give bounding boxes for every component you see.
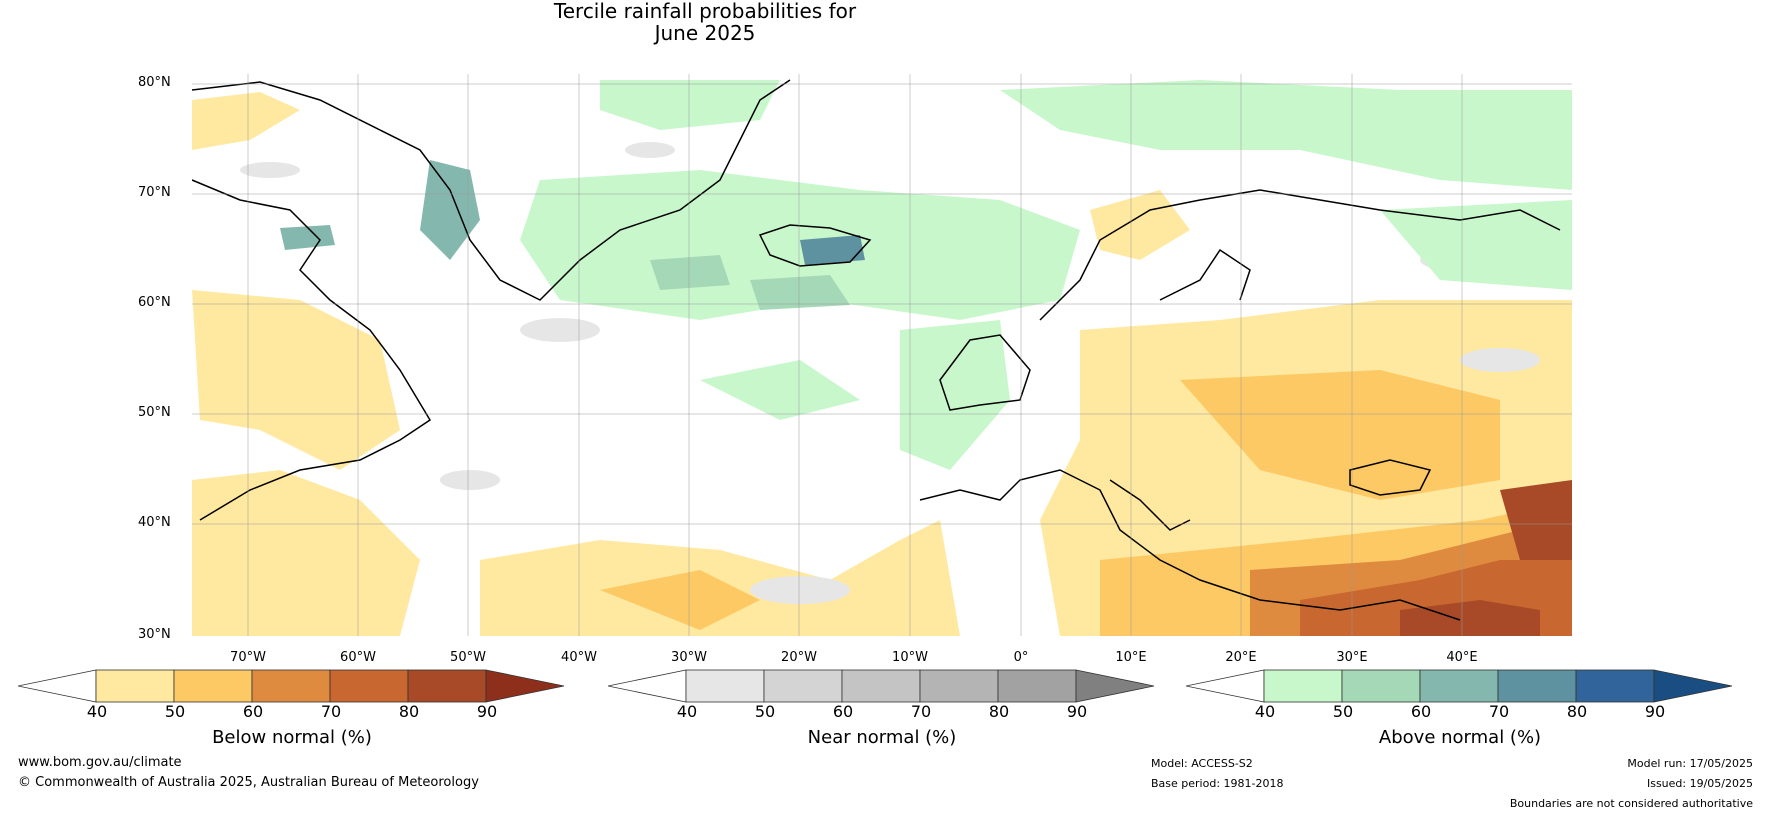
map-title-line2: June 2025 xyxy=(654,21,756,45)
colorbar-segment xyxy=(997,669,1077,703)
lon-label-30e: 30°E xyxy=(1336,650,1368,665)
colorbar-segment xyxy=(407,669,487,703)
lon-label-40w: 40°W xyxy=(561,650,597,665)
below-tick: 60 xyxy=(242,702,264,721)
above-tick: 40 xyxy=(1254,702,1276,721)
coastlines xyxy=(192,79,1561,621)
near-tick: 50 xyxy=(754,702,776,721)
near-tick: 90 xyxy=(1066,702,1088,721)
lon-label-40e: 40°E xyxy=(1446,650,1478,665)
lat-label-80n: 80°N xyxy=(138,75,171,90)
colorbar-segment xyxy=(1575,669,1655,703)
lon-label-10e: 10°E xyxy=(1115,650,1147,665)
below-tick: 70 xyxy=(320,702,342,721)
near-normal-colorbar xyxy=(608,669,1155,703)
colorbar-upper-extension xyxy=(485,669,565,703)
colorbar-segment xyxy=(1497,669,1577,703)
above-tick: 90 xyxy=(1644,702,1666,721)
copyright-text: © Commonwealth of Australia 2025, Austra… xyxy=(18,775,479,790)
below-tick: 90 xyxy=(476,702,498,721)
map-area xyxy=(192,74,1572,636)
model-run-label: Model run: 17/05/2025 xyxy=(1627,757,1753,770)
issued-label: Issued: 19/05/2025 xyxy=(1646,777,1753,790)
colorbar-upper-extension xyxy=(1653,669,1733,703)
colorbar-segment xyxy=(841,669,921,703)
website-link[interactable]: www.bom.gov.au/climate xyxy=(18,755,182,770)
lat-label-60n: 60°N xyxy=(138,295,171,310)
lon-label-20w: 20°W xyxy=(781,650,817,665)
near-tick: 70 xyxy=(910,702,932,721)
below-tick: 50 xyxy=(164,702,186,721)
colorbar-segment xyxy=(763,669,843,703)
lon-label-50w: 50°W xyxy=(450,650,486,665)
lon-label-20e: 20°E xyxy=(1225,650,1257,665)
colorbar-segment xyxy=(919,669,999,703)
colorbar-upper-extension xyxy=(1075,669,1155,703)
near-colorbar-title: Near normal (%) xyxy=(807,727,957,748)
gridlines xyxy=(192,74,1572,636)
above-tick: 60 xyxy=(1410,702,1432,721)
colorbar-segment xyxy=(1263,669,1343,703)
below-tick: 40 xyxy=(86,702,108,721)
lon-label-30w: 30°W xyxy=(671,650,707,665)
below-colorbar-title: Below normal (%) xyxy=(212,727,372,748)
colorbar-segment xyxy=(329,669,409,703)
colorbar-lower-extension xyxy=(1186,669,1265,703)
colorbar-segment xyxy=(1419,669,1499,703)
lon-label-10w: 10°W xyxy=(892,650,928,665)
near-tick: 40 xyxy=(676,702,698,721)
model-label: Model: ACCESS-S2 xyxy=(1151,757,1253,770)
lon-label-0: 0° xyxy=(1013,650,1029,665)
near-tick: 60 xyxy=(832,702,854,721)
below-tick: 80 xyxy=(398,702,420,721)
colorbar-lower-extension xyxy=(18,669,97,703)
colorbar-segment xyxy=(685,669,765,703)
above-normal-colorbar xyxy=(1186,669,1733,703)
colorbar-segment xyxy=(173,669,253,703)
lon-label-70w: 70°W xyxy=(230,650,266,665)
above-colorbar-title: Above normal (%) xyxy=(1378,727,1542,748)
below-normal-colorbar xyxy=(18,669,565,703)
colorbar-segment xyxy=(251,669,331,703)
colorbar-segment xyxy=(1341,669,1421,703)
above-tick: 80 xyxy=(1566,702,1588,721)
boundaries-disclaimer: Boundaries are not considered authoritat… xyxy=(1509,797,1753,810)
lat-label-40n: 40°N xyxy=(138,515,171,530)
lat-label-30n: 30°N xyxy=(138,627,171,642)
below-normal-shading xyxy=(192,92,1572,636)
colorbar-lower-extension xyxy=(608,669,687,703)
lat-label-70n: 70°N xyxy=(138,185,171,200)
above-tick: 50 xyxy=(1332,702,1354,721)
lon-label-60w: 60°W xyxy=(340,650,376,665)
map-title-line1: Tercile rainfall probabilities for xyxy=(553,0,857,23)
base-period-label: Base period: 1981-2018 xyxy=(1151,777,1284,790)
above-normal-shading xyxy=(280,80,1572,470)
above-tick: 70 xyxy=(1488,702,1510,721)
colorbar-segment xyxy=(95,669,175,703)
lat-label-50n: 50°N xyxy=(138,405,171,420)
near-tick: 80 xyxy=(988,702,1010,721)
